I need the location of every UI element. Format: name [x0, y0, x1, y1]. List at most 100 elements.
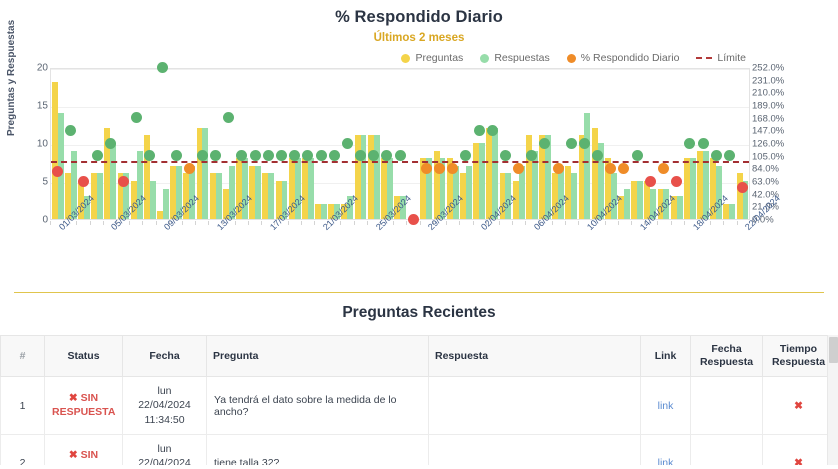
bar-respuestas[interactable]: [149, 181, 156, 219]
bar-preguntas[interactable]: [683, 158, 690, 219]
bar-group[interactable]: [683, 69, 696, 219]
marker-respondido[interactable]: [657, 162, 669, 174]
bar-respuestas[interactable]: [70, 150, 77, 219]
bar-group[interactable]: [235, 69, 248, 219]
bar-preguntas[interactable]: [618, 196, 624, 219]
bar-respuestas[interactable]: [531, 150, 538, 219]
bar-preguntas[interactable]: [104, 127, 111, 219]
bar-group[interactable]: [170, 69, 183, 219]
scrollbar-thumb[interactable]: [829, 337, 838, 363]
bar-respuestas[interactable]: [452, 165, 459, 219]
bar-preguntas[interactable]: [394, 196, 401, 219]
bar-respuestas[interactable]: [716, 165, 723, 219]
marker-respondido[interactable]: [605, 162, 617, 174]
bar-preguntas[interactable]: [433, 150, 440, 219]
bar-group[interactable]: [262, 69, 275, 219]
bar-group[interactable]: [617, 69, 630, 219]
bar-respuestas[interactable]: [729, 203, 736, 219]
bar-respuestas[interactable]: [228, 165, 235, 219]
bar-respuestas[interactable]: [426, 158, 433, 219]
marker-respondido[interactable]: [302, 150, 314, 162]
bar-group[interactable]: [473, 69, 486, 219]
marker-respondido[interactable]: [223, 112, 235, 124]
bar-preguntas[interactable]: [222, 188, 229, 219]
bar-respuestas[interactable]: [281, 181, 288, 219]
bar-respuestas[interactable]: [255, 165, 262, 219]
col-link[interactable]: Link: [640, 335, 691, 378]
bar-respuestas[interactable]: [637, 181, 644, 219]
marker-respondido[interactable]: [513, 162, 525, 174]
bar-preguntas[interactable]: [446, 158, 453, 219]
col-fecha-respuesta[interactable]: Fecha Respuesta: [690, 335, 763, 378]
bar-preguntas[interactable]: [367, 135, 374, 219]
col-status[interactable]: Status: [44, 335, 123, 378]
bar-respuestas[interactable]: [268, 173, 275, 219]
bar-preguntas[interactable]: [91, 173, 98, 219]
marker-respondido[interactable]: [407, 213, 419, 225]
marker-respondido[interactable]: [539, 137, 551, 149]
marker-respondido[interactable]: [183, 162, 195, 174]
bar-preguntas[interactable]: [170, 165, 177, 219]
bar-respuestas[interactable]: [386, 158, 393, 219]
bar-respuestas[interactable]: [215, 173, 222, 219]
bar-preguntas[interactable]: [723, 203, 730, 219]
bar-preguntas[interactable]: [710, 158, 717, 219]
marker-respondido[interactable]: [170, 150, 182, 162]
legend-item-limite[interactable]: Límite: [696, 52, 746, 64]
bar-preguntas[interactable]: [657, 188, 664, 219]
bar-preguntas[interactable]: [328, 203, 335, 219]
marker-respondido[interactable]: [144, 150, 156, 162]
bar-group[interactable]: [341, 69, 354, 219]
bar-preguntas[interactable]: [736, 173, 743, 219]
marker-respondido[interactable]: [565, 137, 577, 149]
bar-group[interactable]: [657, 69, 670, 219]
bar-respuestas[interactable]: [334, 203, 341, 219]
marker-respondido[interactable]: [65, 124, 77, 136]
bar-respuestas[interactable]: [571, 173, 578, 219]
marker-respondido[interactable]: [368, 150, 380, 162]
bar-group[interactable]: [512, 69, 525, 219]
bar-preguntas[interactable]: [301, 158, 308, 219]
bar-preguntas[interactable]: [249, 165, 256, 219]
marker-respondido[interactable]: [737, 182, 749, 194]
bar-respuestas[interactable]: [689, 158, 696, 219]
bar-group[interactable]: [222, 69, 235, 219]
marker-respondido[interactable]: [460, 150, 472, 162]
bar-respuestas[interactable]: [610, 173, 617, 219]
bar-respuestas[interactable]: [110, 143, 117, 219]
bar-preguntas[interactable]: [565, 165, 572, 219]
marker-respondido[interactable]: [618, 162, 630, 174]
bar-preguntas[interactable]: [380, 158, 387, 219]
marker-respondido[interactable]: [341, 137, 353, 149]
bar-preguntas[interactable]: [697, 150, 703, 219]
bar-group[interactable]: [209, 69, 222, 219]
bar-preguntas[interactable]: [117, 173, 124, 219]
bar-preguntas[interactable]: [525, 135, 532, 219]
table-row[interactable]: 2✖ SIN RESPUESTAlun22/04/202411:27:58tie…: [0, 434, 835, 465]
marker-respondido[interactable]: [499, 150, 511, 162]
marker-respondido[interactable]: [289, 150, 301, 162]
bar-group[interactable]: [433, 69, 446, 219]
bar-group[interactable]: [196, 69, 209, 219]
bar-group[interactable]: [604, 69, 617, 219]
bar-group[interactable]: [696, 69, 709, 219]
table-scroll-container[interactable]: # Status Fecha Pregunta Respuesta Link F…: [0, 335, 838, 465]
bar-preguntas[interactable]: [473, 143, 480, 219]
bar-preguntas[interactable]: [183, 173, 190, 219]
cell-link[interactable]: link: [640, 376, 691, 435]
marker-respondido[interactable]: [104, 137, 116, 149]
bar-preguntas[interactable]: [499, 173, 506, 219]
bar-respuestas[interactable]: [83, 196, 90, 219]
bar-preguntas[interactable]: [604, 158, 611, 219]
bar-respuestas[interactable]: [307, 158, 314, 219]
marker-respondido[interactable]: [91, 150, 103, 162]
marker-respondido[interactable]: [117, 175, 129, 187]
bar-respuestas[interactable]: [479, 143, 485, 219]
bar-group[interactable]: [644, 69, 657, 219]
bar-group[interactable]: [380, 69, 393, 219]
bar-group[interactable]: [77, 69, 90, 219]
bar-group[interactable]: [578, 69, 591, 219]
table-scrollbar[interactable]: [827, 335, 838, 465]
marker-respondido[interactable]: [276, 150, 287, 162]
bar-group[interactable]: [183, 69, 196, 219]
